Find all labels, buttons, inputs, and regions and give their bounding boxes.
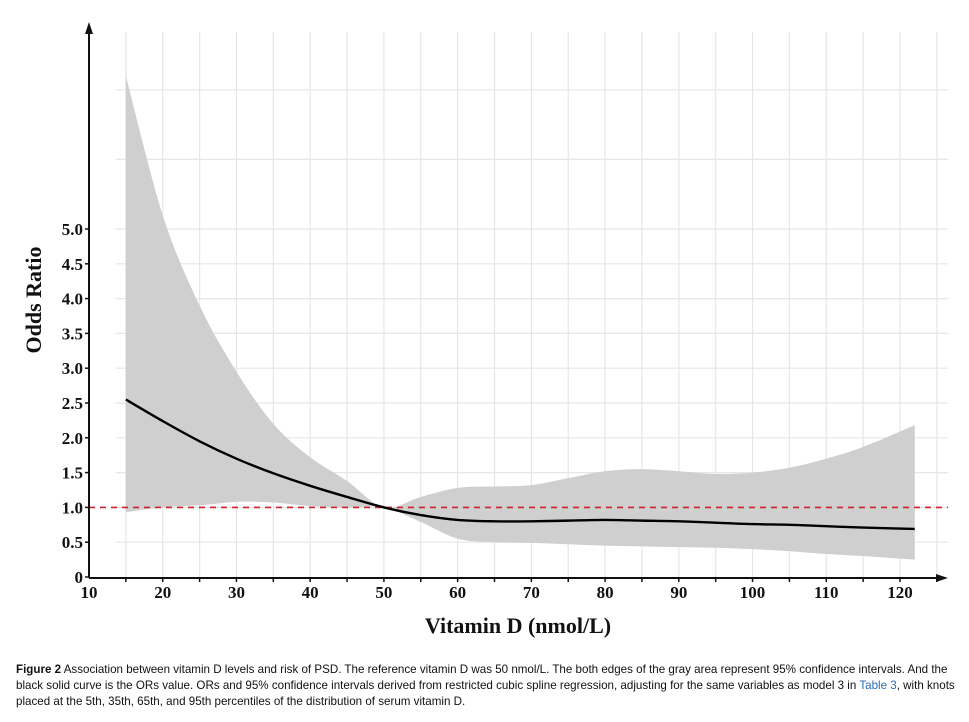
y-tick-label: 1.5: [62, 464, 83, 483]
y-tick-label: 2.5: [62, 394, 83, 413]
x-tick-label: 100: [740, 583, 766, 602]
y-tick-label: 0: [75, 568, 84, 587]
x-tick-label: 110: [814, 583, 839, 602]
x-axis-title: Vitamin D (nmol/L): [425, 613, 611, 638]
x-tick-label: 40: [302, 583, 319, 602]
y-tick-labels: 0 0.5 1.0 1.5 2.0 2.5 3.0 3.5 4.0 4.5 5.0: [62, 220, 83, 587]
y-axis-arrow: [85, 22, 93, 34]
y-tick-label: 3.0: [62, 359, 83, 378]
x-tick-label: 70: [523, 583, 540, 602]
x-tick-label: 20: [154, 583, 171, 602]
x-tick-label: 50: [375, 583, 392, 602]
x-tick-label: 90: [670, 583, 687, 602]
y-tick-label: 4.5: [62, 255, 83, 274]
figure-label: Figure 2: [16, 663, 62, 676]
x-tick-label: 30: [228, 583, 245, 602]
or-curve: [125, 398, 915, 531]
x-tick-labels: 10 20 30 40 50 60 70 80 90 100 110 120: [81, 583, 913, 602]
y-tick-label: 4.0: [62, 290, 83, 309]
x-tick-label: 80: [597, 583, 614, 602]
confidence-band-layer: [125, 75, 915, 560]
y-tick-label: 1.0: [62, 498, 83, 517]
x-tick-label: 60: [449, 583, 466, 602]
y-axis-title: Odds Ratio: [21, 247, 46, 354]
caption-text-2: , with knots placed at the 5th, 35th, 65…: [16, 679, 955, 708]
or-curve-layer: [125, 398, 915, 531]
y-tick-label: 0.5: [62, 533, 83, 552]
confidence-band: [125, 75, 915, 560]
figure-caption: Figure 2 Association between vitamin D l…: [16, 662, 961, 710]
odds-ratio-chart: 10 20 30 40 50 60 70 80 90 100 110 120 0 0.5 1.0 1.5 2.…: [21, 22, 948, 638]
y-tick-label: 2.0: [62, 429, 83, 448]
x-axis-arrow: [936, 574, 948, 582]
axes: [85, 22, 948, 582]
x-tick-label: 120: [887, 583, 913, 602]
y-tick-label: 5.0: [62, 220, 83, 239]
y-tick-label: 3.5: [62, 324, 83, 343]
table-3-link[interactable]: Table 3: [859, 679, 897, 692]
caption-text-1: Association between vitamin D levels and…: [16, 663, 948, 692]
x-tick-label: 10: [81, 583, 98, 602]
